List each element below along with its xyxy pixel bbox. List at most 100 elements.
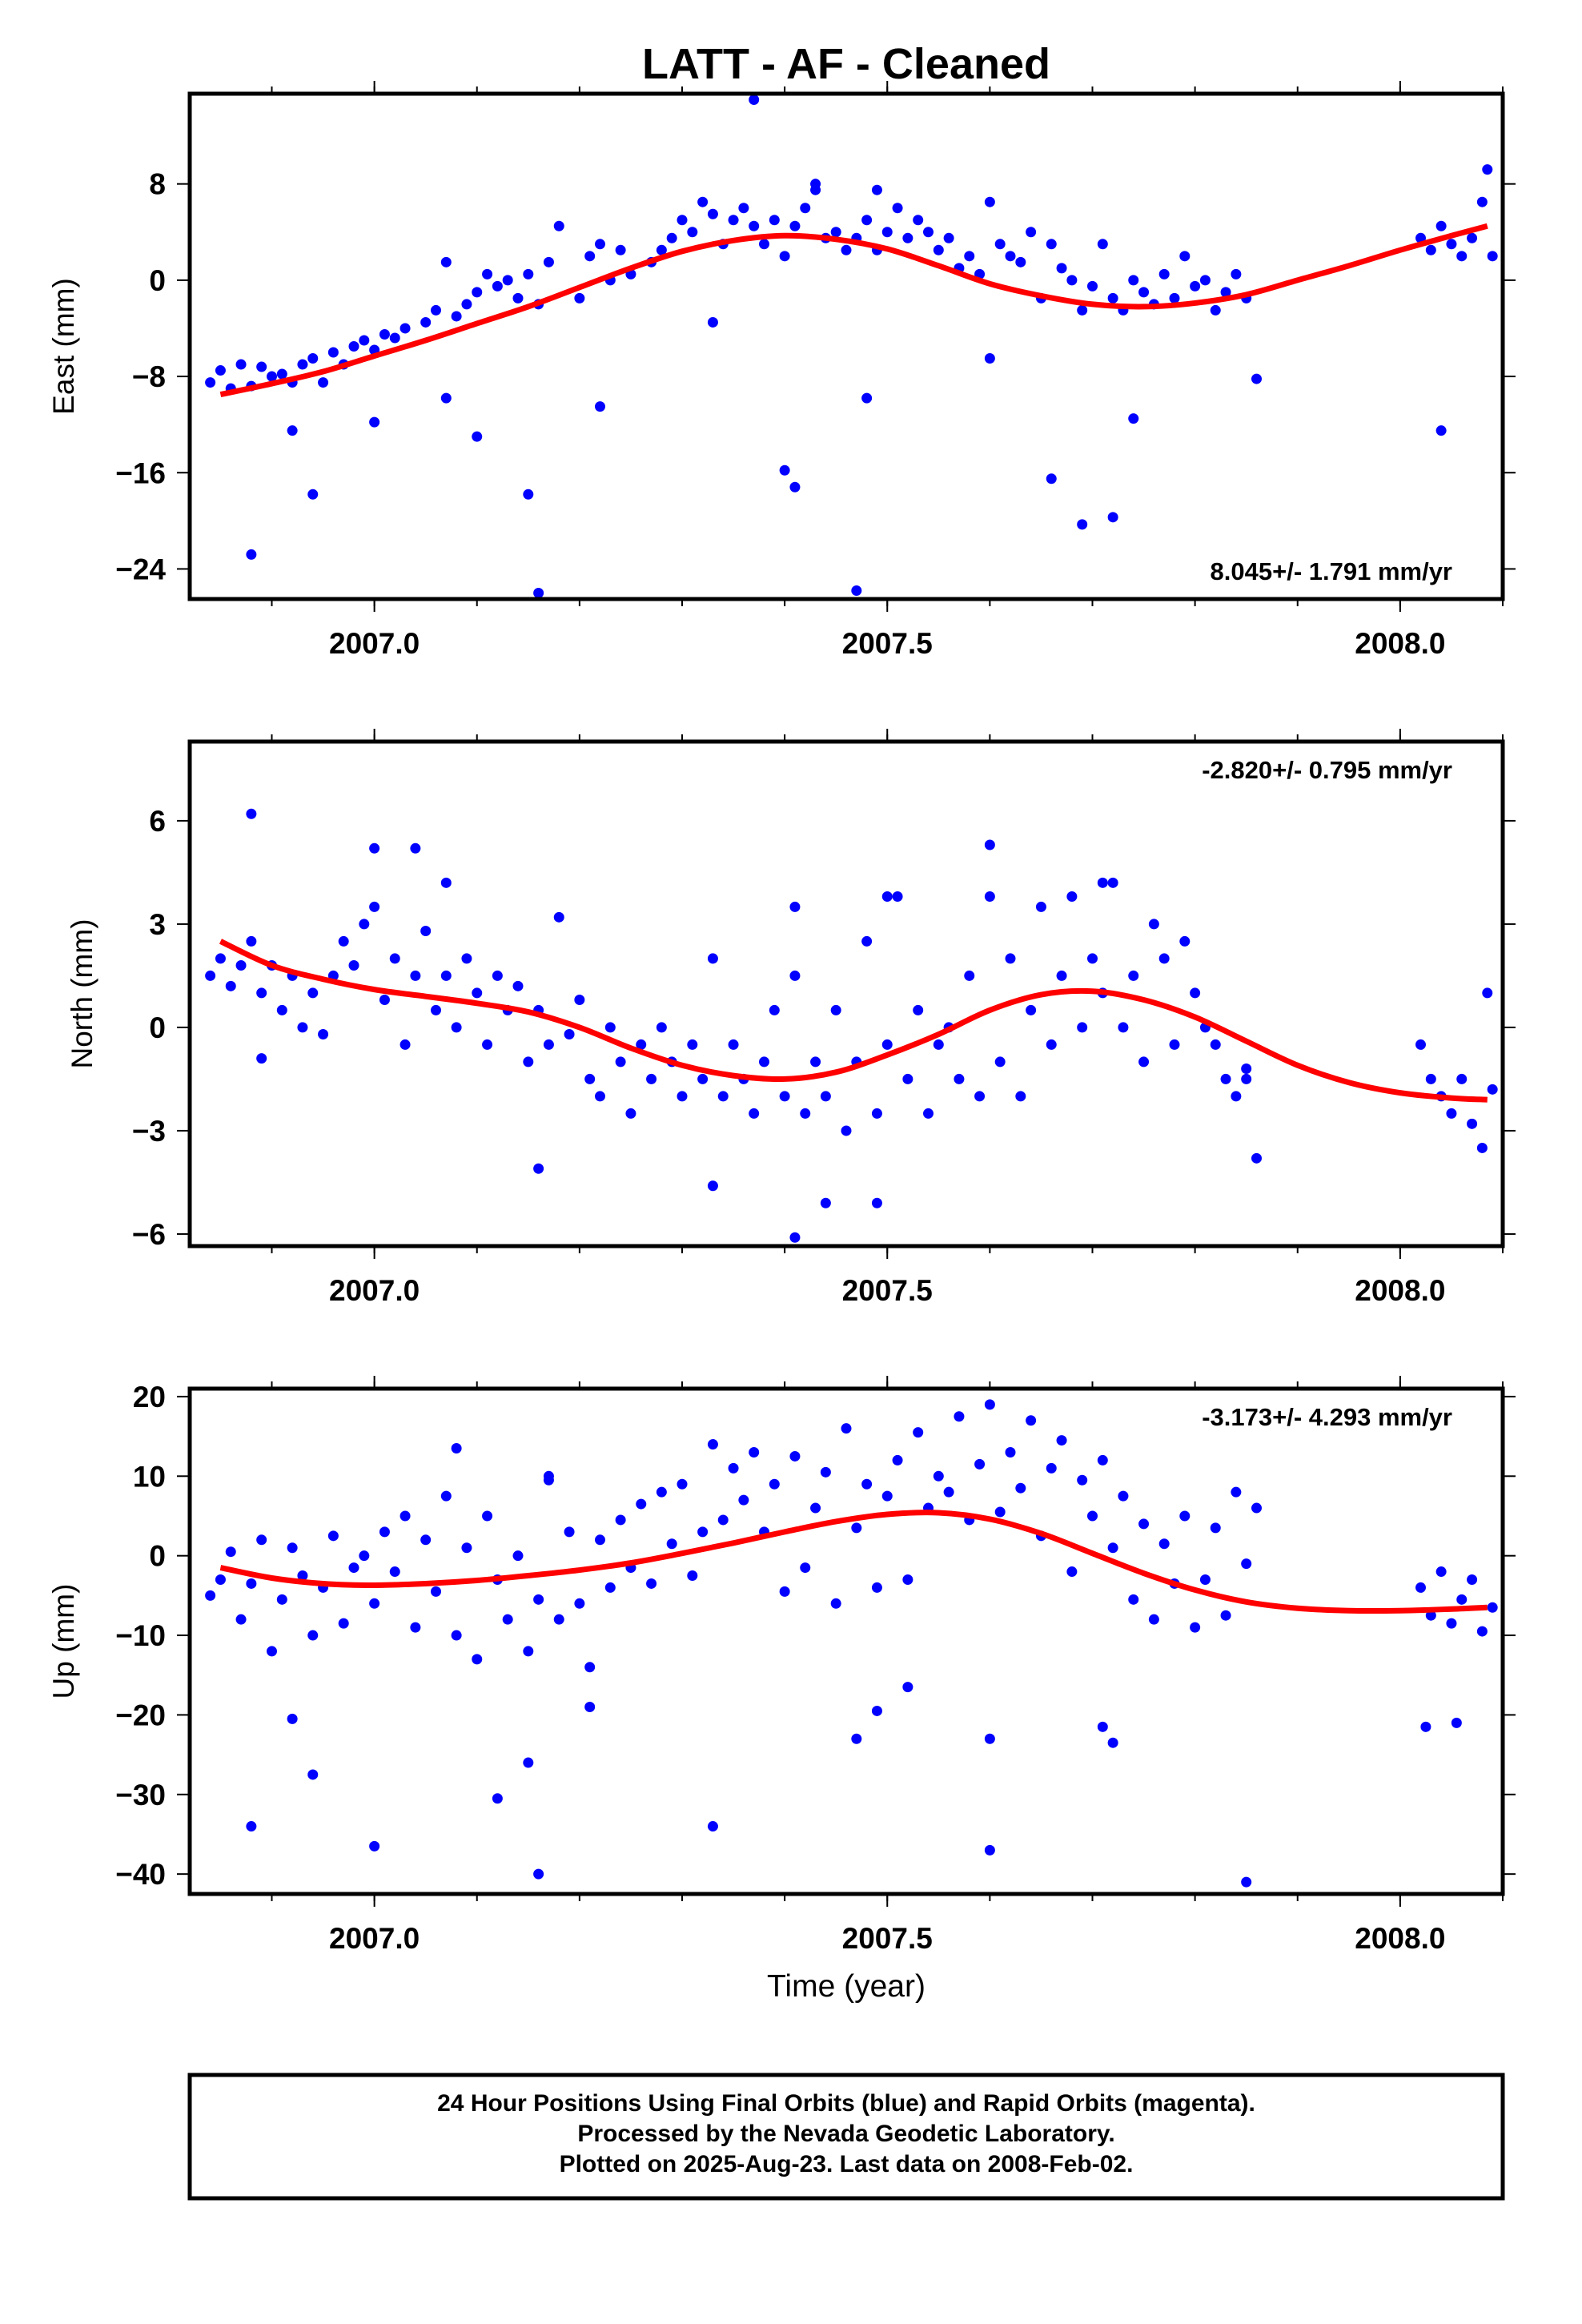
data-point <box>574 995 585 1006</box>
data-point <box>841 1125 852 1136</box>
data-point <box>420 316 432 328</box>
data-point <box>1425 244 1436 255</box>
data-point <box>1456 1073 1468 1084</box>
data-point <box>553 220 564 231</box>
data-point <box>984 1733 995 1744</box>
data-point <box>810 1056 821 1068</box>
data-point <box>1138 287 1150 298</box>
data-point <box>994 1506 1006 1518</box>
data-point <box>1056 970 1067 981</box>
data-point <box>677 1091 688 1102</box>
data-point <box>574 292 585 304</box>
data-point <box>1241 1558 1252 1570</box>
data-point <box>841 244 852 255</box>
y-tick-label: −30 <box>115 1779 166 1811</box>
data-point <box>400 323 411 334</box>
data-point <box>472 1654 483 1665</box>
data-point <box>523 1056 534 1068</box>
data-point <box>749 220 760 231</box>
data-point <box>1005 953 1016 964</box>
data-point <box>994 1056 1006 1068</box>
data-point <box>1199 275 1211 286</box>
data-point <box>1210 1039 1221 1050</box>
data-point <box>697 196 709 207</box>
data-point <box>1056 1435 1067 1446</box>
data-point <box>1128 970 1139 981</box>
data-point <box>728 1039 739 1050</box>
data-point <box>492 970 503 981</box>
data-point <box>584 251 596 262</box>
data-point <box>543 256 554 267</box>
data-point <box>984 839 995 850</box>
data-point <box>1107 292 1118 304</box>
data-point <box>492 280 503 292</box>
data-point <box>1220 287 1231 298</box>
data-point <box>1097 1454 1108 1466</box>
north-panel: 2007.0 2007.5 2008.0 −6 −3 0 3 6 North (mm) -2.82… <box>66 729 1516 1307</box>
data-point <box>1190 1622 1201 1633</box>
data-point <box>235 1614 247 1625</box>
data-point <box>749 94 760 106</box>
x-axis-label: Time (year) <box>767 1969 926 2004</box>
data-point <box>687 227 698 238</box>
data-point <box>1005 1446 1016 1458</box>
data-point <box>779 464 790 476</box>
data-point <box>348 1562 359 1574</box>
data-point <box>1415 1582 1426 1593</box>
caption-box <box>187 2073 1505 2201</box>
data-point <box>789 901 801 912</box>
x-tick-label: 2007.5 <box>842 1274 933 1307</box>
data-point <box>564 1526 575 1538</box>
data-point <box>307 1630 319 1641</box>
data-point <box>379 1526 390 1538</box>
data-point <box>1241 1063 1252 1075</box>
data-point <box>717 1514 729 1526</box>
data-point <box>1425 1073 1436 1084</box>
data-point <box>1097 877 1108 888</box>
y-tick-label: −3 <box>132 1115 166 1148</box>
data-point <box>215 1574 226 1585</box>
data-point <box>892 203 903 214</box>
data-point <box>984 891 995 903</box>
data-point <box>1026 227 1037 238</box>
data-point <box>256 1053 267 1064</box>
data-point <box>440 256 452 267</box>
data-point <box>625 1108 636 1119</box>
data-point <box>1190 987 1201 999</box>
data-point <box>1138 1518 1150 1530</box>
fit-curve <box>219 223 1488 398</box>
data-points <box>205 808 1498 1243</box>
y-tick-label: −24 <box>115 553 166 585</box>
y-tick-label: 0 <box>149 1540 166 1573</box>
data-point <box>451 1443 462 1454</box>
data-point <box>482 268 493 279</box>
data-point <box>287 1713 298 1724</box>
data-point <box>1148 1614 1159 1625</box>
data-point <box>225 980 236 991</box>
data-point <box>1251 373 1262 384</box>
data-point <box>800 1108 811 1119</box>
data-point <box>523 1646 534 1657</box>
data-point <box>512 980 524 991</box>
data-point <box>502 1614 513 1625</box>
data-point <box>871 1197 882 1208</box>
data-point <box>851 1733 862 1744</box>
data-point <box>1456 1594 1468 1605</box>
data-point <box>379 995 390 1006</box>
data-point <box>215 365 226 376</box>
data-point <box>789 1232 801 1243</box>
data-point <box>646 1578 657 1589</box>
data-point <box>943 232 954 243</box>
data-point <box>851 1522 862 1534</box>
x-tick-label: 2008.0 <box>1355 627 1445 660</box>
data-point <box>820 1466 831 1478</box>
data-point <box>1087 1510 1098 1522</box>
data-point <box>646 1073 657 1084</box>
data-point <box>389 953 400 964</box>
data-point <box>1015 256 1026 267</box>
data-point <box>984 353 995 364</box>
data-point <box>604 1582 616 1593</box>
data-point <box>820 1197 831 1208</box>
data-point <box>235 960 247 971</box>
data-point <box>1467 232 1478 243</box>
